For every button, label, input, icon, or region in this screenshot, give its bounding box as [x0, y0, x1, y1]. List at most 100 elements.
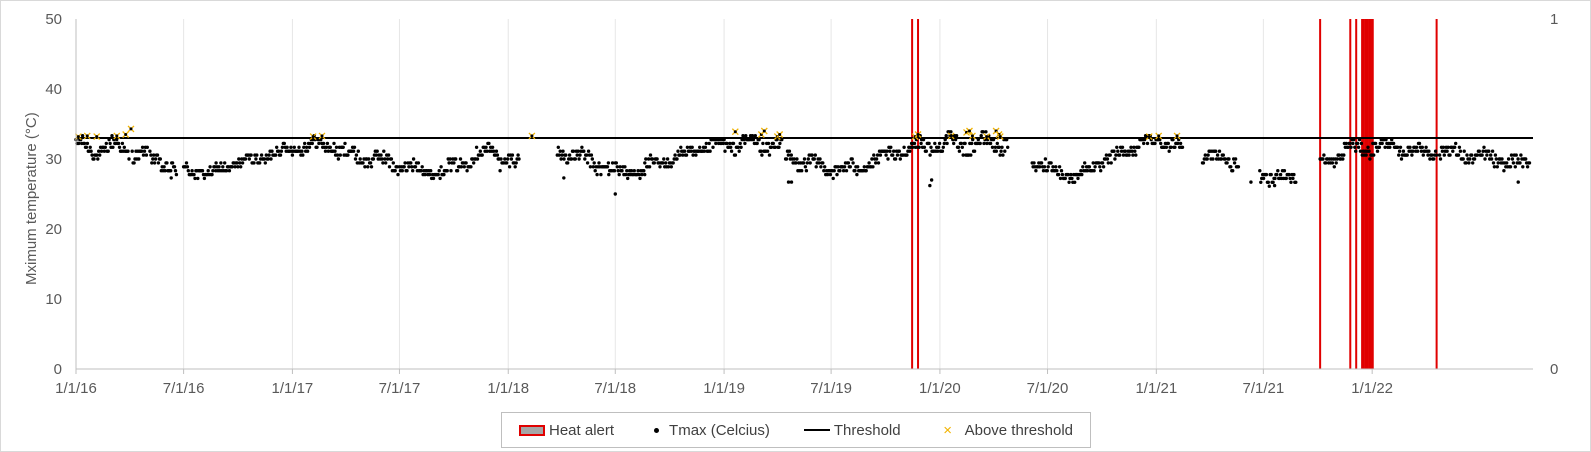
tmax-point [1483, 157, 1487, 161]
tmax-point [358, 157, 362, 161]
tmax-point [1288, 176, 1292, 181]
tmax-point [1114, 153, 1118, 157]
tmax-point [116, 141, 121, 146]
tmax-point [1359, 141, 1364, 146]
tmax-point [263, 161, 267, 165]
tmax-point [864, 169, 868, 173]
tmax-point [202, 176, 207, 181]
tmax-point [88, 145, 92, 149]
tmax-point [509, 157, 514, 161]
tmax-point [1388, 145, 1392, 149]
tmax-point [490, 145, 495, 149]
tmax-point [458, 157, 463, 161]
tmax-point [1069, 172, 1073, 177]
tmax-point [917, 145, 921, 149]
tmax-point [480, 153, 484, 157]
tmax-point [1164, 145, 1169, 149]
tmax-point [142, 149, 147, 153]
tmax-point [708, 149, 712, 153]
tmax-point [949, 130, 953, 134]
tmax-point [380, 157, 384, 161]
tmax-point [436, 172, 440, 177]
legend-label-threshold: Threshold [833, 421, 901, 439]
tmax-point [1502, 169, 1506, 173]
tmax-point [810, 153, 814, 157]
tmax-point [588, 165, 593, 169]
tmax-point [413, 165, 418, 169]
tmax-point [127, 157, 131, 161]
tmax-point [777, 145, 781, 149]
tmax-point [423, 172, 427, 177]
tmax-point [1006, 145, 1010, 149]
legend-label-above-threshold: Above threshold [964, 421, 1073, 439]
tmax-point [771, 141, 775, 146]
tmax-point [1249, 180, 1253, 184]
tmax-point [292, 145, 296, 149]
tmax-point [321, 141, 326, 146]
tmax-point [303, 141, 307, 146]
tmax-point [838, 169, 842, 173]
tmax-point [1461, 157, 1465, 161]
tmax-point [1157, 134, 1161, 138]
tmax-point [1032, 161, 1036, 165]
tmax-point [1106, 161, 1111, 165]
tmax-point [1080, 172, 1084, 177]
tmax-point [165, 161, 169, 165]
tmax-point [369, 165, 374, 169]
tmax-point [679, 145, 683, 149]
tmax-point [144, 153, 149, 157]
tmax-point [420, 165, 424, 169]
tmax-point [612, 169, 617, 173]
tmax-point [255, 153, 259, 157]
tmax-point [1129, 145, 1133, 149]
tmax-point [363, 165, 367, 169]
tmax-point [484, 145, 488, 149]
tmax-point [928, 183, 932, 188]
tmax-point [155, 153, 160, 157]
tmax-point [148, 149, 152, 153]
tmax-point [1043, 157, 1048, 161]
tmax-point [828, 172, 833, 177]
tmax-point [620, 169, 624, 173]
tmax-point [254, 157, 258, 161]
tmax-point [561, 149, 565, 153]
tmax-point [382, 149, 386, 153]
tmax-point [328, 145, 332, 149]
tmax-point [1278, 172, 1283, 177]
tmax-point [95, 153, 99, 157]
tmax-point [666, 165, 671, 169]
tmax-point [381, 161, 385, 165]
tmax-point [750, 134, 755, 138]
tmax-point [773, 145, 777, 149]
above-threshold-marker [996, 133, 1004, 141]
tmax-point [145, 145, 149, 149]
tmax-point [92, 157, 96, 161]
tmax-point [871, 165, 875, 169]
legend-item-threshold: Threshold [803, 421, 901, 439]
tmax-point [784, 157, 789, 161]
tmax-point [169, 176, 173, 180]
tmax-point [876, 161, 881, 165]
tmax-point [874, 157, 879, 161]
tmax-point [1132, 145, 1136, 149]
axes: 1/1/16 7/1/16 1/1/17 7/1/17 1/1/18 7/1/18 1/1/… [45, 11, 1558, 397]
tmax-point [361, 161, 365, 165]
tmax-point [942, 141, 946, 146]
tmax-point [274, 153, 278, 157]
tmax-point [409, 161, 413, 165]
tmax-point [614, 161, 618, 165]
tmax-point [1142, 141, 1146, 146]
tmax-point [324, 145, 329, 149]
tmax-point [1108, 153, 1112, 157]
tmax-point [1391, 141, 1396, 146]
tmax-point [689, 149, 693, 153]
tmax-point [1366, 145, 1370, 149]
tmax-point [685, 145, 690, 149]
tmax-point [801, 161, 806, 165]
tmax-point [1001, 153, 1005, 157]
tmax-point [431, 176, 436, 181]
tmax-point [994, 149, 998, 153]
tmax-point [665, 157, 670, 161]
tmax-point [439, 165, 443, 169]
tmax-point [1524, 157, 1528, 161]
